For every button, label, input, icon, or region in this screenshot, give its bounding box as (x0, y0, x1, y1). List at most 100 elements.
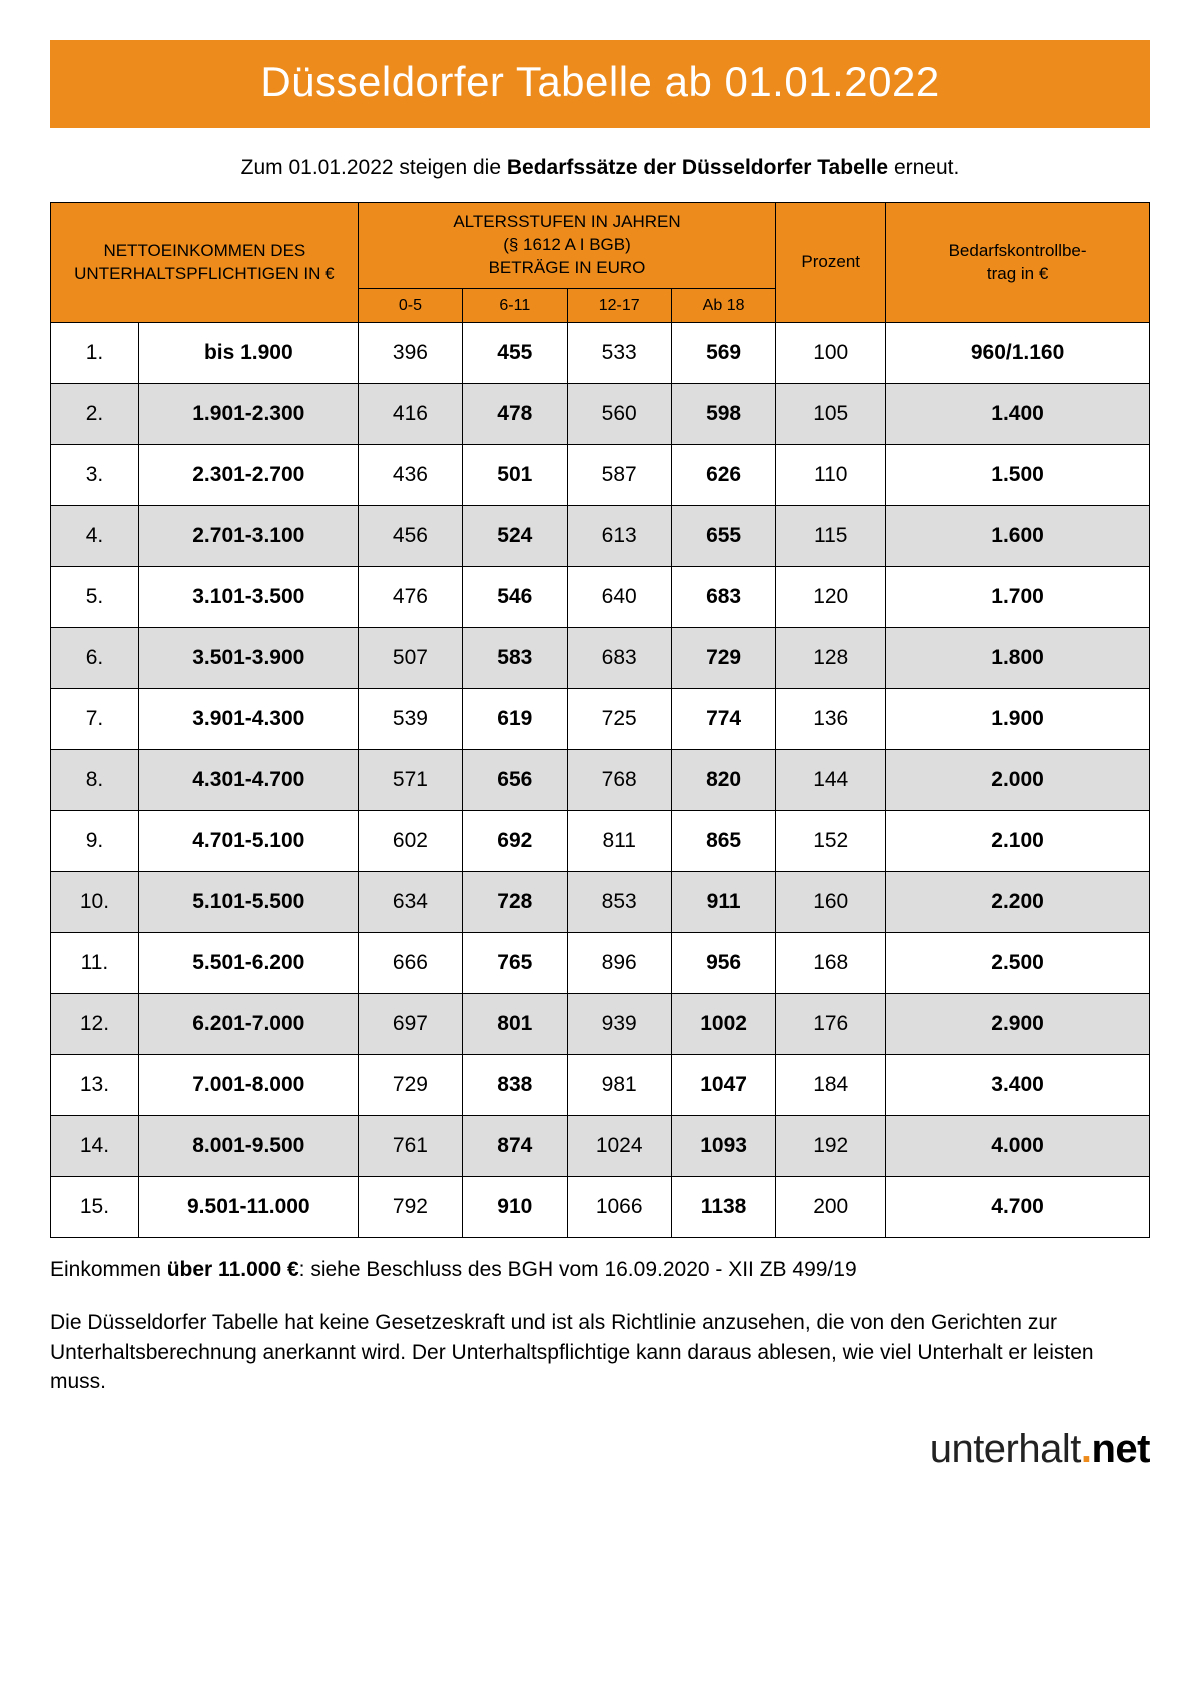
table-row: 14.8.001-9.500761874102410931924.000 (51, 1116, 1150, 1177)
cell-control: 4.700 (886, 1177, 1150, 1238)
table-row: 3.2.301-2.7004365015876261101.500 (51, 445, 1150, 506)
cell-age-6-11: 874 (463, 1116, 567, 1177)
cell-percent: 144 (776, 750, 886, 811)
cell-age-6-11: 656 (463, 750, 567, 811)
cell-income: 4.701-5.100 (138, 811, 358, 872)
cell-age-ab18: 1093 (671, 1116, 775, 1177)
cell-income: 7.001-8.000 (138, 1055, 358, 1116)
cell-index: 13. (51, 1055, 139, 1116)
cell-income: 2.701-3.100 (138, 506, 358, 567)
cell-percent: 184 (776, 1055, 886, 1116)
th-age-12-17: 12-17 (567, 288, 671, 323)
table-row: 12.6.201-7.00069780193910021762.900 (51, 994, 1150, 1055)
cell-index: 10. (51, 872, 139, 933)
cell-age-0-5: 602 (358, 811, 462, 872)
page-title: Düsseldorfer Tabelle ab 01.01.2022 (50, 40, 1150, 128)
table-body: 1.bis 1.900396455533569100960/1.1602.1.9… (51, 323, 1150, 1238)
brand-logo: unterhalt.net (50, 1427, 1150, 1472)
th-age-6-11: 6-11 (463, 288, 567, 323)
cell-control: 1.400 (886, 384, 1150, 445)
th-ages-title: ALTERSSTUFEN IN JAHREN (§ 1612 A I BGB) … (358, 203, 776, 289)
cell-age-0-5: 456 (358, 506, 462, 567)
cell-age-0-5: 729 (358, 1055, 462, 1116)
cell-income: 1.901-2.300 (138, 384, 358, 445)
cell-age-12-17: 811 (567, 811, 671, 872)
cell-age-ab18: 820 (671, 750, 775, 811)
cell-income: 3.101-3.500 (138, 567, 358, 628)
cell-age-12-17: 853 (567, 872, 671, 933)
cell-control: 960/1.160 (886, 323, 1150, 384)
cell-index: 5. (51, 567, 139, 628)
cell-control: 1.800 (886, 628, 1150, 689)
cell-age-ab18: 626 (671, 445, 775, 506)
cell-percent: 115 (776, 506, 886, 567)
cell-index: 7. (51, 689, 139, 750)
cell-income: 3.501-3.900 (138, 628, 358, 689)
cell-income: 3.901-4.300 (138, 689, 358, 750)
cell-age-12-17: 533 (567, 323, 671, 384)
brand-dot: . (1081, 1427, 1092, 1471)
cell-percent: 105 (776, 384, 886, 445)
cell-age-6-11: 765 (463, 933, 567, 994)
cell-age-ab18: 774 (671, 689, 775, 750)
cell-control: 1.700 (886, 567, 1150, 628)
cell-age-6-11: 801 (463, 994, 567, 1055)
cell-percent: 136 (776, 689, 886, 750)
table-row: 13.7.001-8.00072983898110471843.400 (51, 1055, 1150, 1116)
cell-control: 1.500 (886, 445, 1150, 506)
cell-index: 3. (51, 445, 139, 506)
table-row: 1.bis 1.900396455533569100960/1.160 (51, 323, 1150, 384)
th-age-ab18: Ab 18 (671, 288, 775, 323)
cell-age-12-17: 613 (567, 506, 671, 567)
footer-note-2: Die Düsseldorfer Tabelle hat keine Geset… (50, 1308, 1150, 1396)
cell-percent: 176 (776, 994, 886, 1055)
cell-index: 8. (51, 750, 139, 811)
cell-age-ab18: 1002 (671, 994, 775, 1055)
cell-age-6-11: 546 (463, 567, 567, 628)
cell-age-12-17: 981 (567, 1055, 671, 1116)
intro-bold: Bedarfssätze der Düsseldorfer Tabelle (507, 156, 888, 179)
cell-age-ab18: 729 (671, 628, 775, 689)
th-income: NETTOEINKOMMEN DES UNTERHALTSPFLICHTIGEN… (51, 203, 359, 323)
cell-age-ab18: 865 (671, 811, 775, 872)
cell-age-6-11: 838 (463, 1055, 567, 1116)
cell-age-ab18: 569 (671, 323, 775, 384)
cell-age-12-17: 939 (567, 994, 671, 1055)
cell-percent: 192 (776, 1116, 886, 1177)
cell-control: 2.500 (886, 933, 1150, 994)
footer1-post: : siehe Beschluss des BGH vom 16.09.2020… (299, 1258, 857, 1281)
cell-age-0-5: 697 (358, 994, 462, 1055)
cell-income: 6.201-7.000 (138, 994, 358, 1055)
cell-age-ab18: 1138 (671, 1177, 775, 1238)
cell-age-ab18: 911 (671, 872, 775, 933)
footer-note-1: Einkommen über 11.000 €: siehe Beschluss… (50, 1258, 1150, 1282)
cell-income: 8.001-9.500 (138, 1116, 358, 1177)
cell-income: 4.301-4.700 (138, 750, 358, 811)
cell-age-6-11: 692 (463, 811, 567, 872)
cell-income: 5.501-6.200 (138, 933, 358, 994)
cell-age-ab18: 1047 (671, 1055, 775, 1116)
intro-text: Zum 01.01.2022 steigen die Bedarfssätze … (50, 156, 1150, 180)
cell-control: 4.000 (886, 1116, 1150, 1177)
cell-control: 3.400 (886, 1055, 1150, 1116)
table-row: 8.4.301-4.7005716567688201442.000 (51, 750, 1150, 811)
cell-index: 6. (51, 628, 139, 689)
table-row: 5.3.101-3.5004765466406831201.700 (51, 567, 1150, 628)
cell-control: 1.600 (886, 506, 1150, 567)
cell-percent: 100 (776, 323, 886, 384)
cell-age-0-5: 571 (358, 750, 462, 811)
cell-age-0-5: 634 (358, 872, 462, 933)
cell-income: 9.501-11.000 (138, 1177, 358, 1238)
cell-index: 11. (51, 933, 139, 994)
table-row: 6.3.501-3.9005075836837291281.800 (51, 628, 1150, 689)
intro-pre: Zum 01.01.2022 steigen die (241, 156, 507, 179)
cell-index: 1. (51, 323, 139, 384)
cell-age-12-17: 896 (567, 933, 671, 994)
cell-age-6-11: 910 (463, 1177, 567, 1238)
table-row: 11.5.501-6.2006667658969561682.500 (51, 933, 1150, 994)
cell-index: 14. (51, 1116, 139, 1177)
cell-age-12-17: 683 (567, 628, 671, 689)
cell-percent: 110 (776, 445, 886, 506)
cell-age-0-5: 416 (358, 384, 462, 445)
cell-age-ab18: 598 (671, 384, 775, 445)
